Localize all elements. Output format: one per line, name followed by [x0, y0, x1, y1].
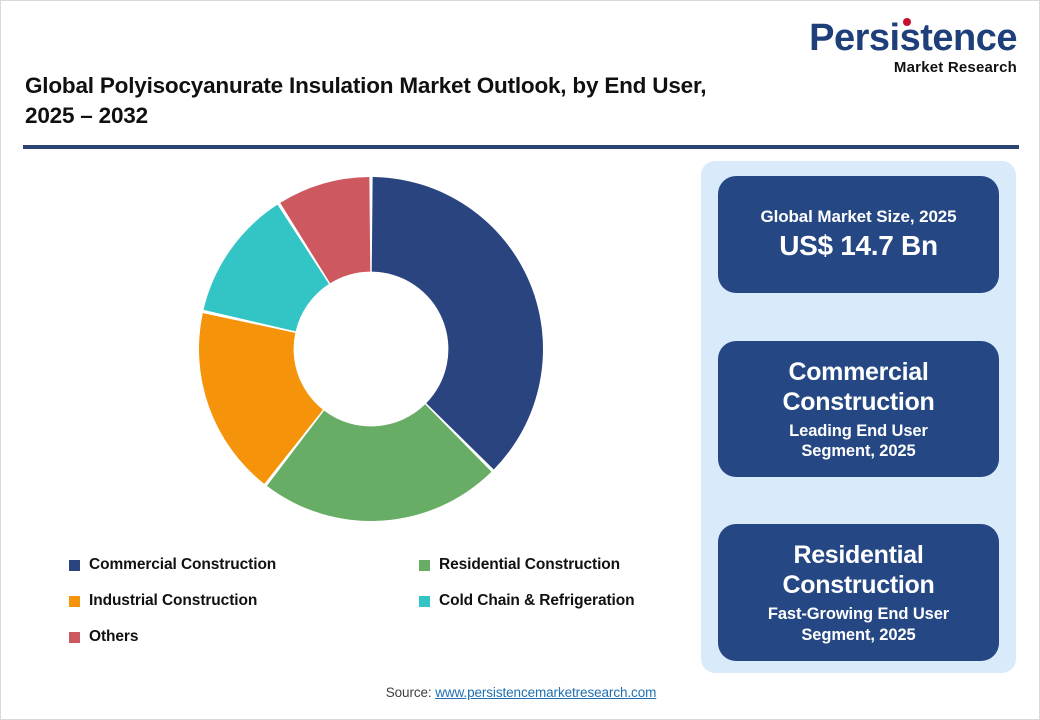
donut-slice — [199, 313, 323, 484]
source-prefix: Source: — [385, 685, 436, 700]
source-footer: Source: www.persistencemarketresearch.co… — [1, 685, 1039, 700]
leading-segment-heading-line1: Commercial — [788, 357, 929, 386]
leading-segment-heading-line2: Construction — [782, 387, 935, 416]
legend-item: Commercial Construction — [69, 556, 419, 574]
legend-swatch-icon — [69, 559, 80, 571]
leading-segment-subtext-line2: Segment, 2025 — [801, 442, 916, 460]
chart-area — [25, 159, 685, 539]
donut-slice-group — [199, 177, 543, 521]
highlight-card-market-size: Global Market Size, 2025 US$ 14.7 Bn — [718, 176, 999, 293]
legend-swatch-icon — [419, 595, 430, 607]
legend-swatch-icon — [419, 559, 430, 571]
market-size-value: US$ 14.7 Bn — [779, 230, 938, 262]
company-logo: Persistence Market Research — [809, 17, 1017, 76]
fast-growing-heading-line2: Construction — [782, 571, 935, 600]
fast-growing-subtext-line1: Fast-Growing End User — [767, 605, 950, 624]
legend-swatch-icon — [69, 631, 80, 643]
donut-chart — [199, 177, 543, 521]
source-link[interactable]: www.persistencemarketresearch.com — [435, 685, 657, 700]
donut-slice — [280, 177, 371, 284]
logo-tagline-text: Market Research — [893, 59, 1017, 76]
market-size-caption: Global Market Size, 2025 — [760, 206, 957, 226]
logo-brand-text: Persistence — [809, 17, 1017, 59]
legend-item-label: Commercial Construction — [89, 556, 277, 573]
donut-slice — [371, 177, 543, 470]
page-title: Global Polyisocyanurate Insulation Marke… — [25, 73, 707, 128]
logo-red-dot-icon — [903, 18, 911, 26]
donut-slice — [203, 204, 329, 332]
chart-legend: Commercial Construction Residential Const… — [69, 547, 689, 655]
legend-item: Industrial Construction — [69, 592, 419, 610]
donut-slice — [266, 404, 492, 521]
fast-growing-heading-line1: Residential — [793, 541, 924, 570]
legend-item: Residential Construction — [419, 556, 689, 574]
legend-item-label: Residential Construction — [439, 556, 621, 573]
leading-segment-subtext-line1: Leading End User — [789, 421, 928, 440]
highlight-card-leading-segment: Commercial Construction Leading End User… — [718, 341, 999, 477]
legend-swatch-icon — [69, 595, 80, 607]
donut-chart-svg — [199, 177, 543, 521]
highlight-card-fast-growing-segment: Residential Construction Fast-Growing En… — [718, 524, 999, 661]
legend-item-label: Cold Chain & Refrigeration — [439, 592, 635, 609]
highlights-panel: Global Market Size, 2025 US$ 14.7 Bn Com… — [701, 161, 1016, 673]
legend-item-label: Others — [89, 628, 139, 645]
fast-growing-subtext-line2: Segment, 2025 — [801, 625, 916, 644]
legend-item-label: Industrial Construction — [89, 592, 258, 609]
legend-item: Cold Chain & Refrigeration — [419, 592, 689, 610]
header-divider — [23, 145, 1019, 149]
legend-item: Others — [69, 628, 419, 646]
